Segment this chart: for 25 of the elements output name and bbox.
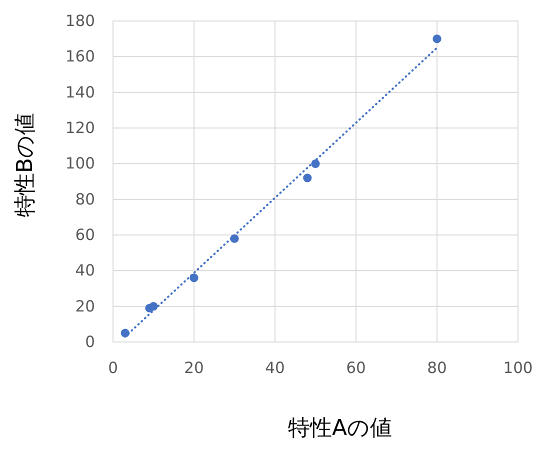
x-tick-label: 0 <box>108 359 118 378</box>
x-tick-label: 100 <box>503 359 533 378</box>
x-axis-title: 特性Aの値 <box>288 416 392 441</box>
x-tick-label: 60 <box>346 359 366 378</box>
y-tick-label: 0 <box>85 332 95 351</box>
y-tick-label: 40 <box>75 262 95 280</box>
y-axis-title: 特性Bの値 <box>13 112 38 218</box>
x-tick-label: 20 <box>184 359 204 378</box>
y-tick-label: 180 <box>65 12 95 30</box>
point <box>230 234 239 243</box>
y-tick-label: 100 <box>65 154 95 173</box>
point <box>120 328 130 338</box>
y-tick-label: 80 <box>75 190 95 208</box>
y-tick-label: 60 <box>75 226 95 244</box>
point <box>190 274 198 282</box>
x-tick-label: 40 <box>265 359 285 378</box>
y-tick-label: 120 <box>65 118 95 137</box>
y-tick-label: 160 <box>65 48 95 66</box>
point <box>311 159 320 168</box>
point <box>303 174 312 182</box>
point <box>432 34 442 44</box>
point <box>149 302 158 311</box>
y-tick-label: 140 <box>65 83 95 102</box>
y-tick-label: 20 <box>75 297 95 316</box>
x-tick-label: 80 <box>427 359 447 378</box>
